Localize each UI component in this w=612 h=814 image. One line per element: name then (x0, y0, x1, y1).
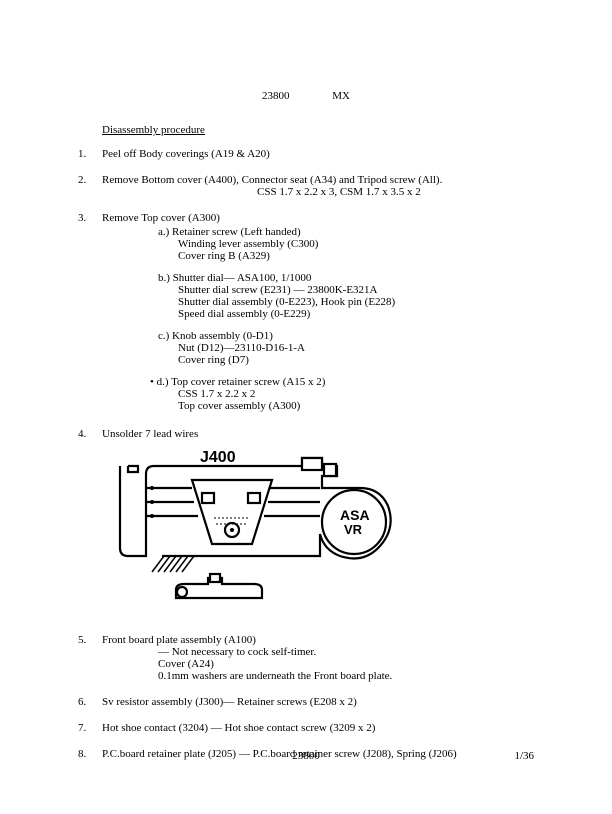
step-5: 5. Front board plate assembly (A100) — N… (78, 634, 534, 682)
header-model: MX (332, 90, 350, 102)
step-num: 1. (78, 148, 102, 160)
sublist: a.) Retainer screw (Left handed) Winding… (158, 226, 534, 412)
step-3: 3. Remove Top cover (A300) a.) Retainer … (78, 212, 534, 422)
wiring-diagram: J400 ASA VR (102, 448, 534, 616)
page-header: 23800 MX (78, 90, 534, 102)
step-body: Hot shoe contact (3204) — Hot shoe conta… (102, 722, 534, 734)
step-body: Remove Top cover (A300) a.) Retainer scr… (102, 212, 534, 422)
step-body: Peel off Body coverings (A19 & A20) (102, 148, 534, 160)
page-footer: 23800 1/36 (0, 750, 612, 762)
step-7: 7. Hot shoe contact (3204) — Hot shoe co… (78, 722, 534, 734)
sub-a: a.) Retainer screw (Left handed) Winding… (158, 226, 534, 262)
step-num: 4. (78, 428, 102, 440)
step-extra: CSS 1.7 x 2.2 x 3, CSM 1.7 x 3.5 x 2 (257, 186, 534, 198)
step-4: 4. Unsolder 7 lead wires (78, 428, 534, 440)
step-num: 3. (78, 212, 102, 422)
step-body: Unsolder 7 lead wires (102, 428, 534, 440)
step-2: 2. Remove Bottom cover (A400), Connector… (78, 174, 534, 198)
diagram-label-j400: J400 (200, 449, 236, 466)
step-num: 6. (78, 696, 102, 708)
diagram-label-asa: ASA (340, 507, 370, 523)
step-num: 5. (78, 634, 102, 682)
sub-c: c.) Knob assembly (0-D1) Nut (D12)—23110… (158, 330, 534, 366)
sub-b: b.) Shutter dial— ASA100, 1/1000 Shutter… (158, 272, 534, 320)
step-body: Front board plate assembly (A100) — Not … (102, 634, 534, 682)
footer-page: 1/36 (514, 750, 534, 762)
footer-code: 23800 (292, 750, 320, 762)
step-1: 1. Peel off Body coverings (A19 & A20) (78, 148, 534, 160)
sub-d: d.) Top cover retainer screw (A15 x 2) C… (150, 376, 534, 412)
step-body: Sv resistor assembly (J300)— Retainer sc… (102, 696, 534, 708)
diagram-label-vr: VR (344, 522, 363, 537)
step-6: 6. Sv resistor assembly (J300)— Retainer… (78, 696, 534, 708)
section-title: Disassembly procedure (102, 124, 534, 136)
step-num: 2. (78, 174, 102, 198)
step-body: Remove Bottom cover (A400), Connector se… (102, 174, 534, 198)
header-code: 23800 (262, 90, 290, 102)
step-num: 7. (78, 722, 102, 734)
